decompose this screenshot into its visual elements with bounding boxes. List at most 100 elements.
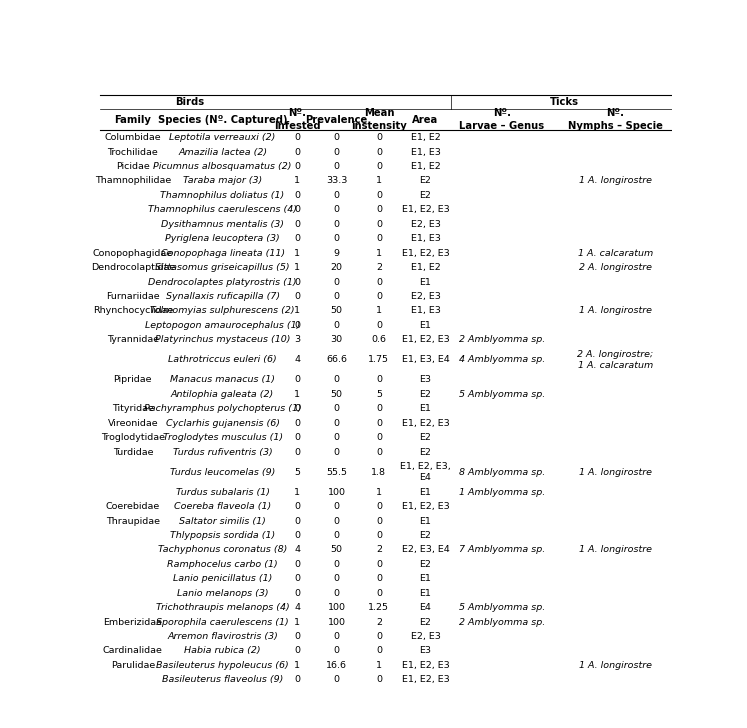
- Text: 2 A. longirostre;
1 A. calcaratum: 2 A. longirostre; 1 A. calcaratum: [577, 350, 654, 370]
- Text: Lanio penicillatus (1): Lanio penicillatus (1): [173, 574, 273, 583]
- Text: E2: E2: [420, 531, 432, 540]
- Text: 0: 0: [376, 220, 382, 229]
- Text: Pachyramphus polychopterus (1): Pachyramphus polychopterus (1): [143, 404, 302, 414]
- Text: 0: 0: [294, 277, 300, 287]
- Text: 2: 2: [376, 263, 382, 272]
- Text: 0: 0: [376, 133, 382, 142]
- Text: 0: 0: [294, 162, 300, 171]
- Text: 0: 0: [334, 676, 340, 684]
- Text: Trochilidae: Trochilidae: [108, 148, 158, 157]
- Text: Nº.
Nymphs – Specie: Nº. Nymphs – Specie: [568, 108, 663, 131]
- Text: 0: 0: [334, 205, 340, 214]
- Text: Tyrannidae: Tyrannidae: [107, 336, 159, 344]
- Text: 0: 0: [376, 234, 382, 243]
- Text: 0: 0: [376, 376, 382, 384]
- Text: 0: 0: [334, 560, 340, 569]
- Text: E1, E2, E3: E1, E2, E3: [402, 249, 450, 258]
- Text: Mean
instensity: Mean instensity: [351, 108, 407, 131]
- Text: E2: E2: [420, 448, 432, 456]
- Text: Leptopogon amaurocephalus (1): Leptopogon amaurocephalus (1): [145, 321, 300, 330]
- Text: Birds: Birds: [175, 97, 204, 107]
- Text: 20: 20: [331, 263, 343, 272]
- Text: 0: 0: [334, 133, 340, 142]
- Text: E1: E1: [420, 321, 432, 330]
- Text: 0: 0: [294, 404, 300, 414]
- Text: 0: 0: [334, 191, 340, 200]
- Text: Sittasomus griseicapillus (5): Sittasomus griseicapillus (5): [155, 263, 290, 272]
- Text: Turdus leucomelas (9): Turdus leucomelas (9): [170, 467, 276, 477]
- Text: 30: 30: [331, 336, 343, 344]
- Text: Sporophila caerulescens (1): Sporophila caerulescens (1): [156, 617, 289, 627]
- Text: 0: 0: [334, 589, 340, 598]
- Text: E2: E2: [420, 176, 432, 186]
- Text: Dysithamnus mentalis (3): Dysithamnus mentalis (3): [161, 220, 284, 229]
- Text: 0: 0: [294, 191, 300, 200]
- Text: 1 A. longirostre: 1 A. longirostre: [579, 661, 652, 670]
- Text: 1: 1: [294, 176, 300, 186]
- Text: Rhynchocyclidae: Rhynchocyclidae: [93, 306, 173, 315]
- Text: Columbidae: Columbidae: [105, 133, 161, 142]
- Text: 0: 0: [294, 502, 300, 511]
- Text: E1: E1: [420, 404, 432, 414]
- Text: 0: 0: [294, 676, 300, 684]
- Text: Lanio melanops (3): Lanio melanops (3): [177, 589, 268, 598]
- Text: 1: 1: [294, 389, 300, 399]
- Text: E1, E3, E4: E1, E3, E4: [402, 355, 450, 364]
- Text: Habia rubica (2): Habia rubica (2): [185, 646, 261, 655]
- Text: 1 A. calcaratum: 1 A. calcaratum: [577, 249, 653, 258]
- Text: Cardinalidae: Cardinalidae: [103, 646, 163, 655]
- Text: 50: 50: [331, 389, 343, 399]
- Text: 1: 1: [376, 488, 382, 496]
- Text: 2 A. longirostre: 2 A. longirostre: [579, 263, 652, 272]
- Text: 0: 0: [376, 448, 382, 456]
- Text: E1, E2: E1, E2: [411, 162, 441, 171]
- Text: 0: 0: [376, 404, 382, 414]
- Text: Vireonidae: Vireonidae: [108, 419, 158, 427]
- Text: 0: 0: [334, 376, 340, 384]
- Text: 0: 0: [334, 574, 340, 583]
- Text: 0: 0: [294, 321, 300, 330]
- Text: 9: 9: [334, 249, 340, 258]
- Text: 0: 0: [294, 448, 300, 456]
- Text: 0: 0: [294, 376, 300, 384]
- Text: Area: Area: [412, 114, 438, 124]
- Text: E1, E2, E3: E1, E2, E3: [402, 676, 450, 684]
- Text: 1 A. longirostre: 1 A. longirostre: [579, 467, 652, 477]
- Text: E1: E1: [420, 488, 432, 496]
- Text: 1: 1: [294, 306, 300, 315]
- Text: 0: 0: [376, 205, 382, 214]
- Text: E1, E2, E3: E1, E2, E3: [402, 205, 450, 214]
- Text: Turdidae: Turdidae: [113, 448, 153, 456]
- Text: 0: 0: [376, 277, 382, 287]
- Text: Conopophaga lineata (11): Conopophaga lineata (11): [161, 249, 285, 258]
- Text: 0: 0: [334, 321, 340, 330]
- Text: 100: 100: [328, 488, 346, 496]
- Text: Lathrotriccus euleri (6): Lathrotriccus euleri (6): [168, 355, 277, 364]
- Text: 1: 1: [294, 661, 300, 670]
- Text: 0: 0: [376, 531, 382, 540]
- Text: Thamnophilidae: Thamnophilidae: [95, 176, 171, 186]
- Text: 1: 1: [294, 263, 300, 272]
- Text: 5: 5: [376, 389, 382, 399]
- Text: 0: 0: [334, 162, 340, 171]
- Text: 16.6: 16.6: [326, 661, 347, 670]
- Text: 0: 0: [294, 148, 300, 157]
- Text: 0: 0: [376, 676, 382, 684]
- Text: E3: E3: [420, 646, 432, 655]
- Text: 0: 0: [376, 191, 382, 200]
- Text: E1: E1: [420, 277, 432, 287]
- Text: 4: 4: [294, 604, 300, 612]
- Text: Basileuterus flaveolus (9): Basileuterus flaveolus (9): [162, 676, 283, 684]
- Text: 0: 0: [376, 589, 382, 598]
- Text: 4: 4: [294, 355, 300, 364]
- Text: E1, E3: E1, E3: [411, 234, 441, 243]
- Text: Pyriglena leucoptera (3): Pyriglena leucoptera (3): [165, 234, 280, 243]
- Text: 0: 0: [334, 433, 340, 442]
- Text: 5: 5: [294, 467, 300, 477]
- Text: Tityridae: Tityridae: [112, 404, 154, 414]
- Text: E1, E2, E3: E1, E2, E3: [402, 336, 450, 344]
- Text: 0: 0: [376, 632, 382, 641]
- Text: 8 Amblyomma sp.: 8 Amblyomma sp.: [459, 467, 545, 477]
- Text: 0: 0: [376, 502, 382, 511]
- Text: E2, E3: E2, E3: [411, 220, 441, 229]
